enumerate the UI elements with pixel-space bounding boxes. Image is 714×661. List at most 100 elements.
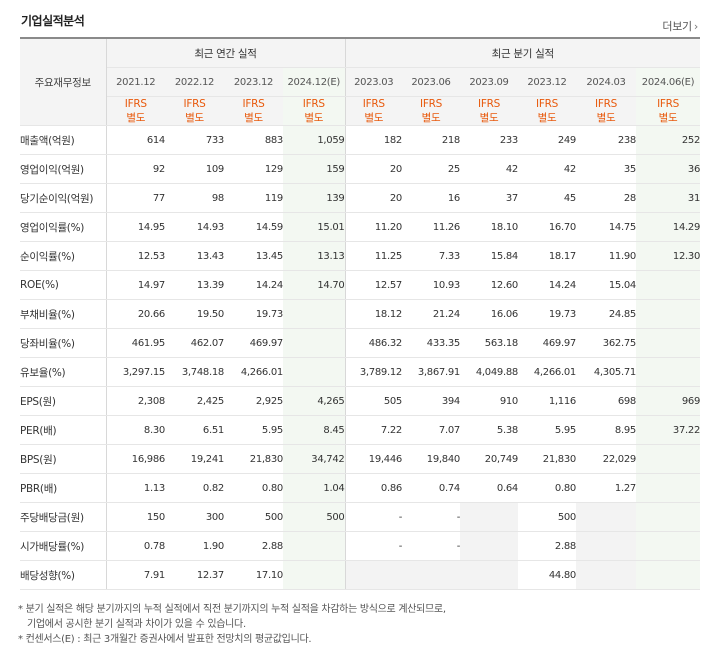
- data-cell: 14.59: [224, 212, 283, 242]
- table-row: BPS(원) 16,986 19,241 21,830 34,742 19,446 19,8…: [20, 444, 701, 474]
- data-cell: 13.39: [165, 270, 224, 300]
- data-cell: [576, 560, 636, 590]
- data-cell: 21,830: [224, 444, 283, 474]
- data-cell: 11.26: [402, 212, 460, 242]
- data-cell: 14.75: [576, 212, 636, 242]
- data-cell: 300: [165, 502, 224, 532]
- data-cell: 98: [165, 183, 224, 213]
- data-cell: 24.85: [576, 299, 636, 329]
- ifrs-standard: IFRS: [420, 98, 442, 110]
- data-cell: -: [402, 531, 460, 561]
- data-cell: 486.32: [344, 328, 402, 358]
- data-cell: 4,265: [283, 386, 345, 416]
- data-cell: -: [344, 502, 402, 532]
- data-cell: 37.22: [636, 415, 700, 445]
- data-cell: 8.95: [576, 415, 636, 445]
- ifrs-label: IFRS 별도: [402, 96, 460, 126]
- data-cell: 92: [106, 154, 165, 184]
- data-cell: 19.73: [224, 299, 283, 329]
- data-cell: 28: [576, 183, 636, 213]
- more-link[interactable]: 더보기 ›: [662, 18, 698, 34]
- data-cell: 3,748.18: [165, 357, 224, 387]
- data-cell: 2,925: [224, 386, 283, 416]
- table-row: EPS(원) 2,308 2,425 2,925 4,265 505 394 910 1,116…: [20, 386, 700, 416]
- data-cell: [460, 531, 518, 561]
- data-cell: 0.86: [344, 473, 402, 503]
- table-row: ROE(%) 14.97 13.39 14.24 14.70 12.57 10.93 12.6…: [20, 270, 701, 300]
- data-cell: 18.17: [518, 241, 576, 271]
- data-cell: 182: [344, 125, 402, 155]
- data-cell: 8.45: [283, 415, 345, 445]
- data-cell: 1.13: [106, 473, 165, 503]
- footnotes: * 분기 실적은 해당 분기까지의 누적 실적에서 직전 분기까지의 누적 실적…: [18, 602, 446, 647]
- table-row: 시가배당률(%) 0.78 1.90 2.88- -2.88: [20, 531, 701, 561]
- data-cell: 969: [636, 386, 700, 416]
- quarter-header: 최근 분기 실적: [344, 37, 701, 68]
- data-cell: 18.10: [460, 212, 518, 242]
- ifrs-type: 별도: [421, 112, 441, 124]
- data-cell: 733: [165, 125, 224, 155]
- data-cell: 462.07: [165, 328, 224, 358]
- data-cell: [283, 357, 345, 387]
- ifrs-label: IFRS 별도: [576, 96, 636, 126]
- data-cell: 14.24: [518, 270, 576, 300]
- table-row: 순이익률(%) 12.53 13.43 13.45 13.13 11.25 7.33 15.8…: [20, 241, 700, 271]
- data-cell: 36: [636, 154, 700, 184]
- data-cell: 0.78: [106, 531, 165, 561]
- data-cell: 6.51: [165, 415, 224, 445]
- data-cell: 5.38: [460, 415, 518, 445]
- ifrs-type: 별도: [658, 112, 678, 124]
- ifrs-standard: IFRS: [124, 98, 147, 110]
- data-cell: 3,789.12: [344, 357, 402, 387]
- data-cell: 20,749: [460, 444, 518, 474]
- data-cell: 42: [518, 154, 576, 184]
- data-cell: 14.29: [636, 212, 700, 242]
- data-cell: 1.90: [165, 531, 224, 561]
- ifrs-label: IFRS 별도: [460, 96, 518, 126]
- data-cell: 11.25: [344, 241, 402, 271]
- data-cell: 12.60: [460, 270, 518, 300]
- row-label: 당기순이익(억원): [20, 183, 107, 213]
- data-cell: 7.22: [344, 415, 402, 445]
- data-cell: 12.53: [106, 241, 165, 271]
- ifrs-type: 별도: [126, 112, 146, 124]
- data-cell: 31: [636, 183, 700, 213]
- ifrs-label: IFRS 별도: [518, 96, 576, 126]
- data-cell: 0.80: [518, 473, 576, 503]
- row-label: 부채비율(%): [20, 299, 107, 329]
- data-cell: -: [344, 531, 402, 561]
- footnote-2: * 컨센서스(E) : 최근 3개월간 증권사에서 발표한 전망치의 평균값입니…: [18, 634, 312, 645]
- table-row: 영업이익(억원) 92 109 129 159 20 25 42 42 35 36: [20, 154, 700, 184]
- ifrs-type: 별도: [304, 112, 324, 124]
- quarter-date-header: 2024.06(E): [636, 67, 701, 97]
- annual-date-header: 2022.12: [165, 67, 224, 97]
- data-cell: 13.13: [283, 241, 345, 271]
- data-cell: 19,446: [344, 444, 402, 474]
- data-cell: 16.70: [518, 212, 576, 242]
- ifrs-standard: IFRS: [536, 98, 558, 110]
- data-cell: 2.88: [224, 531, 283, 561]
- row-label: 시가배당률(%): [20, 531, 107, 561]
- data-cell: [402, 560, 460, 590]
- ifrs-label: IFRS 별도: [224, 96, 283, 126]
- annual-date-header: 2023.12: [224, 67, 283, 97]
- annual-header: 최근 연간 실적: [106, 37, 345, 68]
- data-cell: [636, 531, 701, 561]
- ifrs-standard: IFRS: [657, 98, 679, 110]
- data-cell: 883: [224, 125, 283, 155]
- data-cell: 500: [224, 502, 283, 532]
- ifrs-label: IFRS 별도: [165, 96, 224, 126]
- table-row: 부채비율(%) 20.66 19.50 19.73 18.12 21.24 16.06 19.…: [20, 299, 701, 329]
- data-cell: 19.50: [165, 299, 224, 329]
- data-cell: 139: [283, 183, 345, 213]
- data-cell: [283, 299, 345, 329]
- data-cell: 563.18: [460, 328, 518, 358]
- data-cell: [576, 531, 636, 561]
- data-cell: 4,266.01: [518, 357, 576, 387]
- data-cell: 18.12: [344, 299, 402, 329]
- table-row: 유보율(%) 3,297.15 3,748.18 4,266.01 3,789.12 3,…: [20, 357, 701, 387]
- data-cell: 45: [518, 183, 576, 213]
- data-cell: 5.95: [518, 415, 576, 445]
- data-cell: 119: [224, 183, 283, 213]
- section-title: 기업실적분석: [21, 14, 85, 28]
